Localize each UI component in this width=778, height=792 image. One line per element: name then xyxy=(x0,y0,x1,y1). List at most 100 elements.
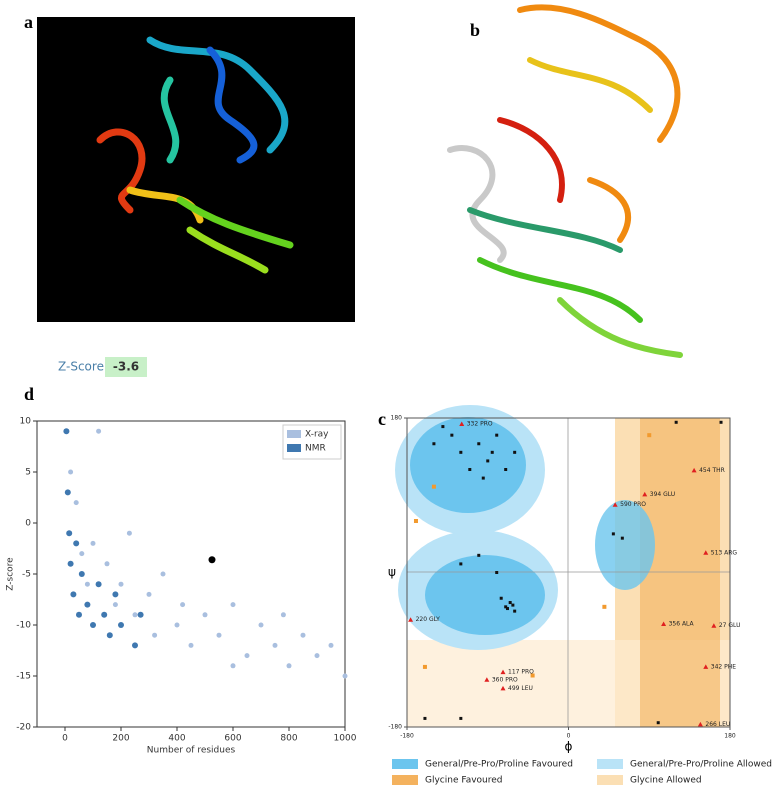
point xyxy=(174,622,180,628)
y-tick-label: 0 xyxy=(25,519,31,529)
y-tick-label: 180 xyxy=(391,415,403,422)
x-axis-label: Number of residues xyxy=(147,746,236,756)
favoured-point xyxy=(481,476,485,480)
allowed-point xyxy=(647,433,652,438)
x-tick-label: 0 xyxy=(62,734,68,744)
outlier-point xyxy=(500,669,506,675)
x-tick-label: -180 xyxy=(400,733,414,740)
x-tick-label: 1000 xyxy=(334,734,357,744)
y-tick-label: -20 xyxy=(16,723,31,733)
legend-swatch xyxy=(597,759,623,769)
outlier-point xyxy=(661,621,667,626)
outlier-point xyxy=(612,502,618,507)
point xyxy=(258,622,264,628)
protein-ribbon-b xyxy=(447,4,683,358)
x-tick-label: 400 xyxy=(168,734,185,744)
outlier-label: 266 LEU xyxy=(705,721,730,728)
legend-label: Glycine Favoured xyxy=(425,776,503,786)
point xyxy=(230,602,236,608)
point xyxy=(96,428,102,434)
point xyxy=(64,489,71,496)
favoured-point xyxy=(477,553,481,557)
legend-label: X-ray xyxy=(305,430,329,440)
y-axis-label: Z-score xyxy=(6,557,16,591)
favoured-point xyxy=(513,450,517,454)
outlier-label: 27 GLU xyxy=(719,622,741,629)
favoured-point xyxy=(495,571,499,574)
point xyxy=(118,581,124,587)
x-tick-label: 600 xyxy=(224,734,241,744)
point xyxy=(90,622,96,628)
outlier-point xyxy=(691,467,697,473)
favoured-point xyxy=(486,459,490,463)
favoured-point xyxy=(505,607,509,611)
x-tick-label: 200 xyxy=(112,734,129,744)
plot-frame xyxy=(36,420,346,728)
favoured-point xyxy=(504,468,508,471)
favoured-point xyxy=(477,442,481,446)
highlight-point xyxy=(208,556,216,564)
point xyxy=(280,612,286,618)
point xyxy=(70,591,77,598)
point xyxy=(84,601,91,608)
point xyxy=(132,642,138,649)
outlier-label: 220 GLY xyxy=(416,616,441,623)
favoured-point xyxy=(423,716,427,720)
point xyxy=(180,602,186,608)
point xyxy=(152,632,158,638)
point xyxy=(300,632,306,638)
y-tick-label: 5 xyxy=(25,468,31,478)
legend-swatch xyxy=(287,444,301,452)
panel-label: c xyxy=(378,409,386,429)
outlier-label: 499 LEU xyxy=(508,685,533,692)
outlier-point xyxy=(711,623,717,628)
outlier-point xyxy=(500,685,506,691)
allowed-point xyxy=(530,673,535,678)
point xyxy=(63,428,70,435)
point xyxy=(202,612,208,618)
x-tick-label: 180 xyxy=(724,733,736,740)
outlier-point xyxy=(408,617,414,622)
point xyxy=(67,560,74,567)
point xyxy=(66,530,73,537)
legend-swatch xyxy=(392,775,418,785)
favoured-point xyxy=(674,420,678,424)
allowed-point xyxy=(422,664,427,669)
y-axis-label: ψ xyxy=(388,565,396,579)
point xyxy=(73,540,80,547)
point xyxy=(95,581,102,588)
point xyxy=(188,642,194,648)
outlier-point xyxy=(642,491,648,497)
favoured-point xyxy=(432,442,436,446)
outlier-label: 513 ARG xyxy=(711,549,738,556)
point xyxy=(90,540,96,546)
point xyxy=(286,663,292,669)
outlier-point xyxy=(459,421,465,427)
favoured-point xyxy=(508,601,512,605)
outlier-label: 117 PRO xyxy=(508,669,534,676)
point xyxy=(79,551,85,557)
outlier-point xyxy=(703,664,709,669)
legend-swatch xyxy=(287,430,301,438)
panel-label: b xyxy=(470,20,480,40)
point xyxy=(112,602,118,608)
favoured-point xyxy=(656,721,660,725)
outlier-label: 394 GLU xyxy=(650,491,675,498)
y-tick-label: -10 xyxy=(16,621,31,631)
point xyxy=(342,673,348,679)
legend-swatch xyxy=(392,759,418,769)
favoured-point xyxy=(459,716,463,720)
z-score-label: Z-Score: xyxy=(58,360,108,374)
point xyxy=(106,632,113,639)
point xyxy=(272,642,278,648)
y-tick-label: -180 xyxy=(388,724,402,731)
outlier-label: 332 PRO xyxy=(467,421,493,428)
point xyxy=(137,611,144,618)
favoured-point xyxy=(468,468,472,471)
outlier-label: 454 THR xyxy=(699,467,725,474)
outlier-label: 356 ALA xyxy=(669,621,695,628)
favoured-point xyxy=(620,536,624,540)
favoured-point xyxy=(513,609,517,613)
y-tick-label: -15 xyxy=(16,672,31,682)
point xyxy=(112,591,119,598)
